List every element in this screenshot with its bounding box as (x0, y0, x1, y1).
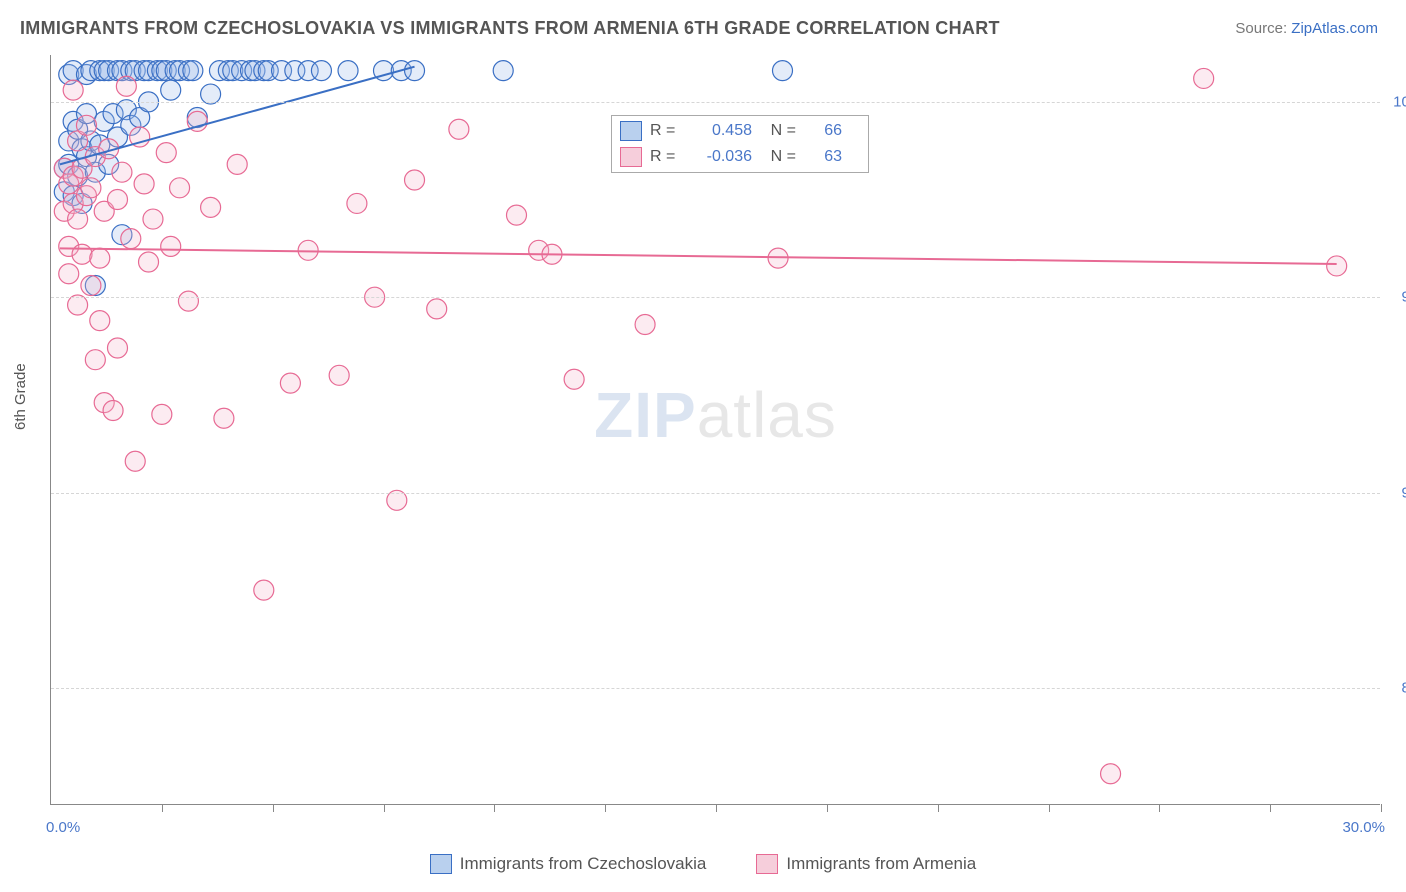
data-point (1194, 68, 1214, 88)
n-label: N = (760, 122, 796, 140)
x-tick (494, 804, 495, 812)
gridline (51, 493, 1380, 494)
data-point (139, 252, 159, 272)
swatch-armenia (620, 147, 642, 167)
n-value-armenia: 63 (804, 148, 842, 166)
correlation-legend: R = 0.458 N = 66 R = -0.036 N = 63 (611, 115, 869, 173)
data-point (116, 76, 136, 96)
legend-label-czechoslovakia: Immigrants from Czechoslovakia (460, 854, 707, 874)
data-point (90, 311, 110, 331)
gridline (51, 102, 1380, 103)
trend-line (60, 248, 1337, 264)
data-point (108, 338, 128, 358)
data-point (338, 61, 358, 81)
n-label: N = (760, 148, 796, 166)
data-point (143, 209, 163, 229)
legend-item-czechoslovakia: Immigrants from Czechoslovakia (430, 854, 707, 874)
data-point (125, 451, 145, 471)
gridline (51, 297, 1380, 298)
r-value-czechoslovakia: 0.458 (688, 122, 752, 140)
data-point (152, 404, 172, 424)
data-point (81, 275, 101, 295)
x-tick (938, 804, 939, 812)
data-point (405, 61, 425, 81)
y-tick-label: 90.0% (1401, 484, 1406, 501)
r-value-armenia: -0.036 (688, 148, 752, 166)
y-tick-label: 100.0% (1393, 93, 1406, 110)
data-point (311, 61, 331, 81)
data-point (493, 61, 513, 81)
data-point (63, 80, 83, 100)
swatch-czechoslovakia-icon (430, 854, 452, 874)
r-label: R = (650, 148, 680, 166)
r-label: R = (650, 122, 680, 140)
x-axis-min-label: 0.0% (46, 819, 80, 836)
data-point (90, 248, 110, 268)
x-tick (384, 804, 385, 812)
y-axis-title: 6th Grade (12, 363, 29, 430)
data-point (227, 154, 247, 174)
data-point (59, 264, 79, 284)
data-point (329, 365, 349, 385)
data-point (76, 115, 96, 135)
y-tick-label: 85.0% (1401, 679, 1406, 696)
data-point (201, 197, 221, 217)
swatch-czechoslovakia (620, 121, 642, 141)
n-value-czechoslovakia: 66 (804, 122, 842, 140)
legend-item-armenia: Immigrants from Armenia (756, 854, 976, 874)
swatch-armenia-icon (756, 854, 778, 874)
series-legend: Immigrants from Czechoslovakia Immigrant… (0, 854, 1406, 874)
data-point (161, 236, 181, 256)
data-point (635, 315, 655, 335)
data-point (134, 174, 154, 194)
data-point (449, 119, 469, 139)
data-point (161, 80, 181, 100)
x-tick (1381, 804, 1382, 812)
scatter-plot: ZIPatlas R = 0.458 N = 66 R = -0.036 N =… (50, 55, 1380, 805)
legend-row-czechoslovakia: R = 0.458 N = 66 (612, 118, 868, 144)
y-tick-label: 95.0% (1401, 289, 1406, 306)
x-tick (716, 804, 717, 812)
data-point (170, 178, 190, 198)
data-point (254, 580, 274, 600)
data-point (72, 244, 92, 264)
data-point (81, 178, 101, 198)
data-point (183, 61, 203, 81)
data-point (280, 373, 300, 393)
data-point (564, 369, 584, 389)
data-point (405, 170, 425, 190)
data-point (214, 408, 234, 428)
x-tick (605, 804, 606, 812)
data-point (85, 350, 105, 370)
data-point (103, 400, 123, 420)
gridline (51, 688, 1380, 689)
chart-title: IMMIGRANTS FROM CZECHOSLOVAKIA VS IMMIGR… (20, 18, 1000, 39)
legend-label-armenia: Immigrants from Armenia (786, 854, 976, 874)
data-point (112, 162, 132, 182)
source-link[interactable]: ZipAtlas.com (1291, 20, 1378, 37)
source-attribution: Source: ZipAtlas.com (1235, 20, 1378, 37)
x-tick (1049, 804, 1050, 812)
data-point (427, 299, 447, 319)
x-axis-max-label: 30.0% (1342, 819, 1385, 836)
x-tick (1159, 804, 1160, 812)
data-point (1327, 256, 1347, 276)
data-point (1101, 764, 1121, 784)
x-tick (162, 804, 163, 812)
x-tick (273, 804, 274, 812)
legend-row-armenia: R = -0.036 N = 63 (612, 144, 868, 170)
data-point (156, 143, 176, 163)
x-tick (1270, 804, 1271, 812)
data-point (68, 209, 88, 229)
x-tick (827, 804, 828, 812)
data-point (121, 229, 141, 249)
data-point (347, 193, 367, 213)
data-point (507, 205, 527, 225)
data-point (773, 61, 793, 81)
data-point (108, 190, 128, 210)
data-point (178, 291, 198, 311)
source-prefix: Source: (1235, 20, 1291, 37)
